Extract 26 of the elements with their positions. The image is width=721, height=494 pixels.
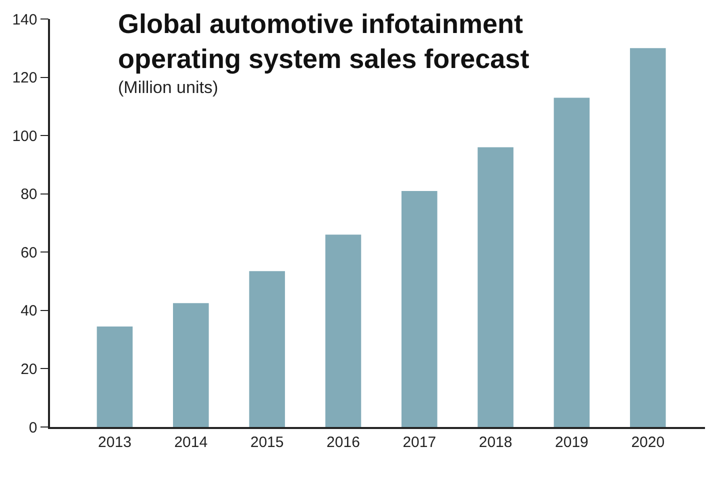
- bar: [630, 48, 666, 427]
- y-tick-label: 40: [20, 302, 38, 320]
- bar: [325, 234, 362, 427]
- bar: [554, 98, 590, 427]
- bar: [478, 147, 514, 427]
- bar: [249, 271, 285, 427]
- y-tick-label: 60: [20, 244, 38, 262]
- y-tick-label: 20: [20, 360, 38, 378]
- x-tick-label: 2014: [174, 434, 208, 451]
- x-tick-label: 2015: [250, 434, 284, 451]
- x-tick-label: 2017: [402, 434, 436, 451]
- y-tick-label: 0: [28, 419, 38, 436]
- y-tick-label: 140: [12, 11, 38, 28]
- y-tick-label: 80: [20, 186, 38, 204]
- chart-title: Global automotive infotainment operating system sales forecast: [118, 9, 530, 74]
- bar: [96, 326, 133, 427]
- x-tick-label: 2018: [478, 434, 512, 451]
- text: (Million units): [118, 78, 218, 97]
- bar: [173, 303, 209, 427]
- y-tick-label: 120: [12, 70, 38, 87]
- bar: [401, 190, 438, 427]
- x-tick-label: 2016: [326, 434, 360, 451]
- x-tick-label: 2020: [631, 434, 665, 451]
- x-tick-label: 2019: [555, 434, 588, 451]
- y-tick-label: 100: [12, 128, 38, 145]
- x-tick-label: 2013: [98, 434, 132, 451]
